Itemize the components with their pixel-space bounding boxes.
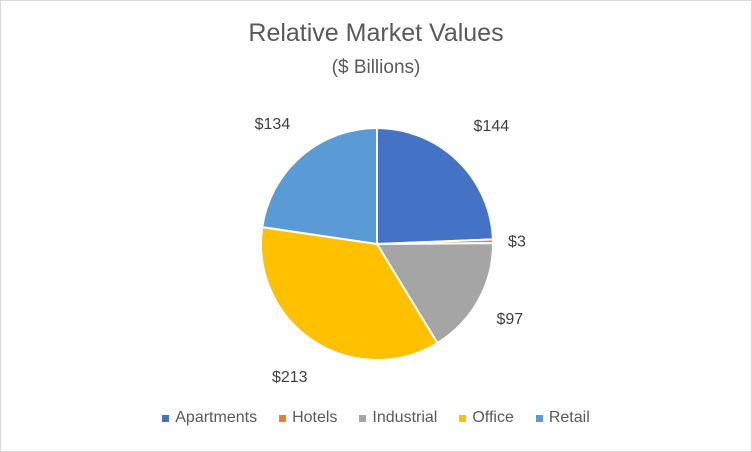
legend-label: Apartments bbox=[175, 409, 258, 426]
pie-slice-apartments bbox=[376, 126, 494, 246]
legend-item-hotels: Hotels bbox=[279, 409, 337, 427]
data-label-hotels: $3 bbox=[508, 234, 526, 251]
chart-legend: Apartments Hotels Industrial Office Retail bbox=[1, 409, 751, 427]
legend-item-apartments: Apartments bbox=[162, 409, 257, 427]
data-label-retail: $134 bbox=[255, 116, 291, 133]
data-label-apartments: $144 bbox=[474, 118, 510, 135]
pie-slice-industrial bbox=[375, 242, 494, 345]
legend-swatch bbox=[535, 414, 543, 422]
pie-slice-retail bbox=[261, 126, 378, 246]
legend-swatch bbox=[162, 414, 170, 422]
legend-label: Industrial bbox=[372, 409, 438, 426]
legend-item-office: Office bbox=[459, 409, 514, 427]
legend-swatch bbox=[279, 414, 287, 422]
chart-title: Relative Market Values bbox=[248, 19, 504, 47]
legend-item-industrial: Industrial bbox=[359, 409, 437, 427]
chart-subtitle: ($ Billions) bbox=[331, 57, 421, 78]
legend-label: Hotels bbox=[292, 409, 338, 426]
data-label-industrial: $97 bbox=[496, 311, 523, 328]
pie-slice-office bbox=[260, 225, 439, 361]
legend-swatch bbox=[359, 414, 367, 422]
legend-label: Retail bbox=[548, 409, 590, 426]
legend-item-retail: Retail bbox=[535, 409, 590, 427]
legend-swatch bbox=[459, 414, 467, 422]
data-label-office: $213 bbox=[272, 369, 308, 386]
legend-label: Office bbox=[472, 409, 514, 426]
